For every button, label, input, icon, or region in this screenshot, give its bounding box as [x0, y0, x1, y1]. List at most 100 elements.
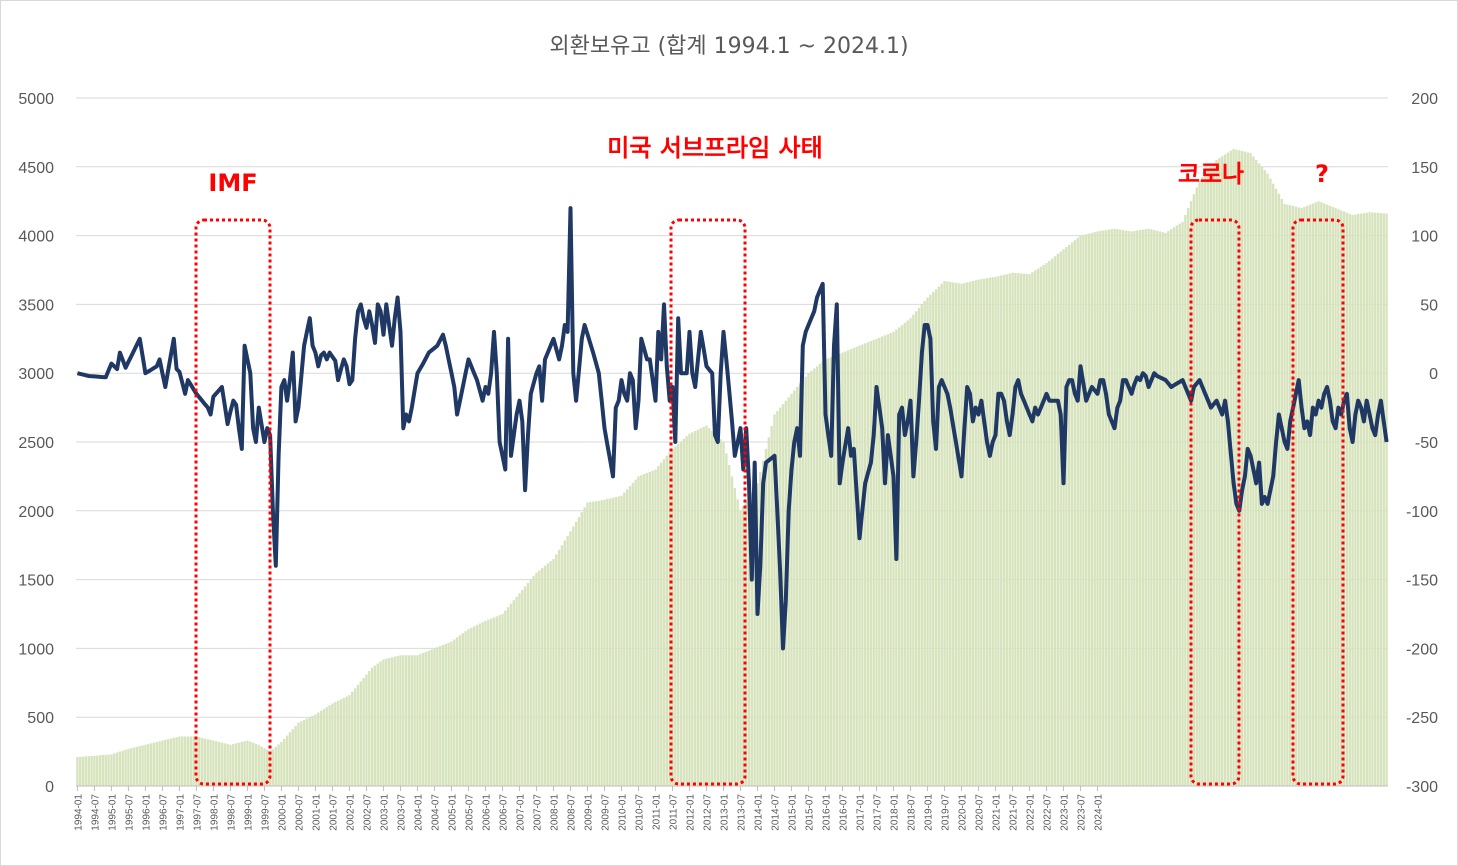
bar — [311, 715, 314, 786]
bar — [926, 297, 929, 786]
x-axis-tick: 2001-01 — [311, 794, 322, 831]
bar — [1178, 223, 1181, 786]
bar — [1014, 272, 1017, 786]
bar — [271, 749, 275, 786]
bar — [549, 561, 552, 786]
x-axis-tick: 2002-07 — [362, 794, 373, 831]
bar — [215, 741, 218, 786]
bar — [495, 616, 498, 786]
bar — [552, 558, 555, 786]
bar — [249, 741, 252, 786]
bar — [164, 739, 167, 786]
bar — [220, 742, 224, 786]
bar — [1011, 272, 1014, 786]
bar — [1121, 230, 1125, 786]
bar — [719, 439, 722, 786]
bar — [773, 414, 776, 786]
bar — [538, 570, 541, 786]
bar — [1028, 274, 1031, 786]
bar — [637, 476, 640, 786]
bar — [770, 425, 773, 786]
bar — [640, 475, 643, 786]
x-axis-tick: 2007-07 — [532, 794, 543, 831]
bar — [348, 695, 351, 786]
bar — [708, 428, 711, 786]
bar — [900, 325, 904, 786]
bar — [846, 350, 850, 786]
bar — [572, 526, 575, 786]
bar — [475, 625, 479, 786]
bar — [968, 281, 972, 786]
bar — [79, 756, 82, 786]
bar — [1362, 213, 1366, 786]
x-axis-tick: 2005-01 — [447, 794, 458, 831]
bar — [1076, 237, 1079, 787]
x-axis-tick: 2006-01 — [481, 794, 492, 831]
bar — [407, 655, 411, 786]
x-axis-tick: 1999-07 — [260, 794, 271, 831]
bar — [1365, 212, 1368, 786]
bar — [586, 502, 589, 786]
bar — [932, 292, 935, 786]
x-axis-tick: 1994-01 — [73, 794, 84, 831]
bar — [1221, 156, 1224, 786]
right-axis-tick: -200 — [1406, 641, 1438, 658]
annotation-box — [1189, 218, 1241, 786]
bar — [147, 744, 150, 786]
bar — [1345, 212, 1349, 786]
x-axis-tick: 2011-01 — [651, 794, 662, 830]
bar — [84, 756, 88, 786]
bar — [997, 276, 1000, 786]
bar — [963, 283, 966, 786]
bar — [937, 286, 941, 786]
bar — [1277, 193, 1281, 786]
bar — [699, 428, 703, 786]
bar — [1226, 152, 1230, 787]
bar — [1297, 207, 1300, 787]
bar-series — [76, 148, 1388, 787]
bar — [257, 744, 260, 786]
bar — [1215, 159, 1218, 787]
bar — [1274, 188, 1278, 787]
bar — [76, 757, 79, 786]
bar — [370, 667, 374, 786]
x-axis-tick: 2008-07 — [566, 794, 577, 831]
bar — [696, 429, 700, 786]
right-axis-tick: -150 — [1406, 573, 1438, 590]
left-axis-tick: 2500 — [18, 435, 54, 452]
bar — [1172, 227, 1176, 786]
bar — [1206, 170, 1210, 787]
x-axis-tick: 1999-01 — [243, 794, 254, 831]
bar — [886, 334, 890, 786]
bar — [1357, 214, 1360, 786]
bar — [620, 495, 623, 786]
bar — [1306, 205, 1309, 786]
bar — [974, 280, 977, 786]
x-axis-tick: 2016-01 — [822, 794, 833, 831]
bar — [1042, 264, 1045, 786]
bar — [1337, 209, 1340, 786]
x-axis-tick: 2004-01 — [413, 794, 424, 831]
bar — [300, 721, 303, 786]
bar — [623, 492, 626, 786]
bar — [101, 755, 105, 786]
x-axis-tick: 2020-07 — [975, 794, 986, 831]
bar — [441, 644, 445, 786]
bar — [1187, 208, 1190, 786]
bar — [634, 479, 637, 786]
right-axis-tick: 0 — [1429, 366, 1438, 383]
bar — [560, 545, 564, 786]
x-axis-tick: 1996-07 — [158, 794, 169, 831]
bar — [1008, 273, 1011, 786]
bar — [787, 397, 790, 786]
bar — [308, 717, 311, 786]
bar — [81, 756, 85, 786]
bar — [1342, 211, 1346, 786]
x-axis-tick: 2013-01 — [719, 794, 730, 831]
bar — [1034, 270, 1037, 786]
bar — [285, 735, 289, 786]
bar — [266, 749, 269, 786]
bar — [844, 351, 847, 786]
bar — [526, 583, 530, 786]
